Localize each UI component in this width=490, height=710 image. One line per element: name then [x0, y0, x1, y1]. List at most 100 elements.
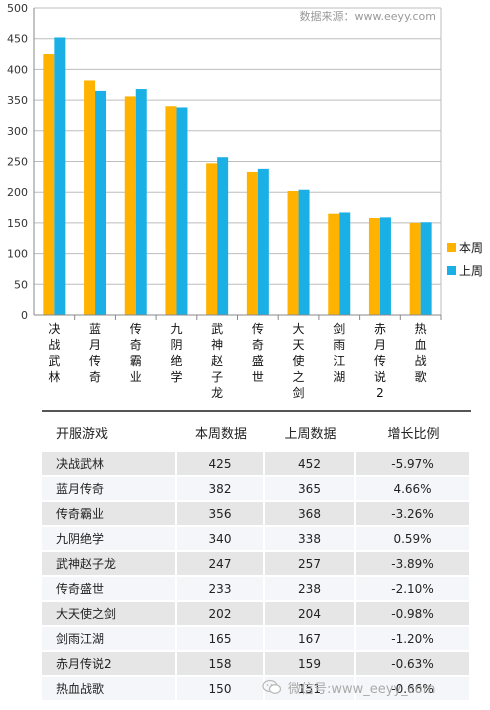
cell-last-week: 338: [265, 527, 356, 552]
cell-game: 决战武林: [42, 452, 177, 477]
bar-last-week: [379, 217, 391, 315]
cell-game: 赤月传说2: [42, 652, 177, 677]
legend-swatch: [447, 243, 456, 252]
cell-last-week: 151: [265, 677, 356, 702]
cell-last-week: 368: [265, 502, 356, 527]
table-row: 赤月传说2 158 159 -0.63%: [42, 652, 471, 677]
bar-last-week: [420, 222, 432, 315]
header-game: 开服游戏: [56, 426, 109, 442]
y-tick-label: 500: [7, 2, 28, 15]
bar-this-week: [206, 163, 218, 315]
axes: [33, 8, 442, 320]
bar-last-week: [176, 107, 188, 315]
cell-last-week: 238: [265, 577, 356, 602]
cell-last-week: 204: [265, 602, 356, 627]
cell-game: 大天使之剑: [42, 602, 177, 627]
cell-this-week: 165: [177, 627, 265, 652]
bar-this-week: [124, 96, 136, 315]
cell-this-week: 340: [177, 527, 265, 552]
table-row: 传奇盛世 233 238 -2.10%: [42, 577, 471, 602]
header-this-week: 本周数据: [194, 426, 247, 442]
cell-this-week: 150: [177, 677, 265, 702]
bar-this-week: [287, 190, 299, 315]
cell-this-week: 158: [177, 652, 265, 677]
y-tick-label: 250: [7, 156, 28, 169]
y-tick-label: 350: [7, 94, 28, 107]
bar-this-week: [409, 222, 421, 315]
cell-game: 武神赵子龙: [42, 552, 177, 577]
x-category-label: 武神赵子龙: [211, 322, 223, 400]
cell-growth: 0.59%: [356, 527, 471, 552]
cell-growth: -3.89%: [356, 552, 471, 577]
x-category-label: 赤月传说 2: [374, 322, 386, 400]
data-table: 开服游戏 本周数据 上周数据 增长比例 决战武林 425 452 -5.97% 蓝月传奇…: [42, 410, 471, 702]
bar-this-week: [165, 106, 177, 316]
cell-game: 热血战歌: [42, 677, 177, 702]
legend-swatch: [447, 266, 456, 275]
cell-this-week: 425: [177, 452, 265, 477]
bar-chart: 0 50 100 150 200 250 300 350 400 450 500 决战武林 蓝月传奇 传…: [7, 2, 483, 400]
y-tick-labels: 0 50 100 150 200 250 300 350 400 450 500: [7, 2, 28, 322]
x-category-label: 剑雨江湖: [333, 321, 345, 384]
bar-this-week: [246, 171, 258, 315]
y-tick-label: 150: [7, 217, 28, 230]
cell-last-week: 365: [265, 477, 356, 502]
x-category-label: 传奇盛世: [252, 321, 264, 384]
cell-growth: -0.98%: [356, 602, 471, 627]
bar-last-week: [95, 90, 107, 315]
wechat-icon: [262, 679, 282, 695]
header-last-week: 上周数据: [284, 426, 337, 442]
table-row: 传奇霸业 356 368 -3.26%: [42, 502, 471, 527]
x-category-label: 大天使之剑: [293, 322, 305, 400]
bar-last-week: [339, 212, 351, 315]
y-tick-label: 300: [7, 125, 28, 138]
cell-growth: 4.66%: [356, 477, 471, 502]
table-row: 蓝月传奇 382 365 4.66%: [42, 477, 471, 502]
cell-growth: -0.63%: [356, 652, 471, 677]
source-label: 数据来源：www.eeyy.com: [300, 9, 436, 23]
y-tick-label: 450: [7, 33, 28, 46]
cell-last-week: 167: [265, 627, 356, 652]
cell-last-week: 159: [265, 652, 356, 677]
bar-this-week: [368, 217, 380, 315]
bar-last-week: [217, 157, 229, 315]
cell-last-week: 452: [265, 452, 356, 477]
cell-game: 蓝月传奇: [42, 477, 177, 502]
cell-growth: -5.97%: [356, 452, 471, 477]
y-tick-label: 400: [7, 63, 28, 76]
watermark: 微信号:www_eeyy_com: [262, 676, 482, 698]
bar-last-week: [135, 89, 147, 315]
cell-game: 传奇霸业: [42, 502, 177, 527]
table-row: 热血战歌 150 151 -0.66%: [42, 677, 471, 702]
table-row: 剑雨江湖 165 167 -1.20%: [42, 627, 471, 652]
cell-this-week: 356: [177, 502, 265, 527]
table-row: 大天使之剑 202 204 -0.98%: [42, 602, 471, 627]
table-row: 决战武林 425 452 -5.97%: [42, 452, 471, 477]
x-category-label: 九阴绝学: [170, 322, 182, 384]
table-header-row: 开服游戏 本周数据 上周数据 增长比例: [42, 412, 471, 452]
bar-last-week: [298, 189, 310, 315]
x-category-label: 传奇霸业: [130, 321, 142, 384]
y-tick-label: 100: [7, 248, 28, 261]
table-row: 武神赵子龙 247 257 -3.89%: [42, 552, 471, 577]
bar-last-week: [54, 37, 66, 316]
table-row: 九阴绝学 340 338 0.59%: [42, 527, 471, 552]
bars: [43, 37, 432, 316]
cell-growth: -2.10%: [356, 577, 471, 602]
cell-this-week: 247: [177, 552, 265, 577]
y-tick-label: 50: [14, 278, 28, 291]
legend-label: 上周: [459, 264, 483, 278]
cell-game: 传奇盛世: [42, 577, 177, 602]
y-tick-label: 0: [21, 309, 28, 322]
cell-growth: -0.66%: [356, 677, 471, 702]
cell-last-week: 257: [265, 552, 356, 577]
cell-game: 剑雨江湖: [42, 627, 177, 652]
cell-this-week: 382: [177, 477, 265, 502]
cell-growth: -1.20%: [356, 627, 471, 652]
x-category-label: 热血战歌: [415, 322, 427, 384]
cell-this-week: 233: [177, 577, 265, 602]
watermark-text: 微信号:www_eeyy_com: [288, 681, 436, 697]
cell-this-week: 202: [177, 602, 265, 627]
y-tick-label: 200: [7, 186, 28, 199]
